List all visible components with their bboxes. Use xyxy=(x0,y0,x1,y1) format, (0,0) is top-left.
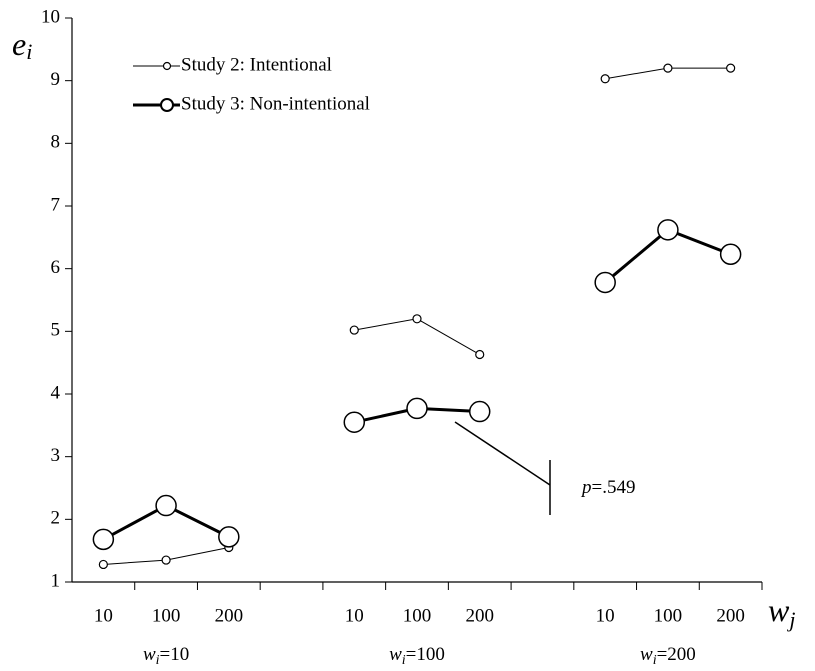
y-tick-label: 7 xyxy=(51,194,61,215)
x-tick-label: 10 xyxy=(345,605,364,626)
group-var: w xyxy=(143,644,156,665)
legend-label: Study 2: Intentional xyxy=(181,54,332,75)
point xyxy=(406,397,428,420)
point xyxy=(657,219,679,241)
y-tick-label: 10 xyxy=(41,6,60,27)
y-tick-label: 3 xyxy=(51,445,61,466)
x-label-sub: j xyxy=(786,607,795,632)
group-sub: i xyxy=(402,653,406,668)
x-tick-label: 200 xyxy=(215,605,244,626)
group-var: w xyxy=(640,644,653,665)
legend-marker xyxy=(162,61,172,71)
annotation-var: p xyxy=(580,477,592,498)
point xyxy=(412,314,422,324)
group-label: wi=100 xyxy=(389,644,445,668)
point xyxy=(161,555,171,565)
y-tick-label: 6 xyxy=(51,257,61,278)
group-var: w xyxy=(389,644,402,665)
point xyxy=(594,271,616,294)
point xyxy=(98,559,108,570)
x-tick-label: 100 xyxy=(654,605,683,626)
group-label: wi=200 xyxy=(640,644,696,668)
x-tick-label: 10 xyxy=(94,605,113,626)
x-tick-label: 200 xyxy=(465,605,494,626)
point xyxy=(600,74,610,84)
point xyxy=(468,400,491,423)
legend-label: Study 3: Non-intentional xyxy=(181,93,370,114)
x-tick-label: 10 xyxy=(596,605,615,626)
point xyxy=(475,349,485,360)
x-tick-label: 100 xyxy=(152,605,181,626)
x-tick-label: 200 xyxy=(716,605,745,626)
y-axis-label: ei xyxy=(12,26,32,64)
point xyxy=(155,494,177,517)
group-text: =10 xyxy=(160,644,190,665)
group-sub: i xyxy=(156,653,160,668)
y-tick-label: 9 xyxy=(51,69,61,90)
y-label-var: e xyxy=(12,26,26,62)
group-sub: i xyxy=(653,653,657,668)
annotation: p=.549 xyxy=(580,477,635,498)
x-axis-label: wj xyxy=(768,592,795,632)
y-tick-label: 8 xyxy=(51,132,61,153)
series-line xyxy=(102,228,732,541)
point xyxy=(719,243,742,266)
y-tick-label: 2 xyxy=(51,508,61,529)
y-tick-label: 4 xyxy=(51,382,61,403)
y-tick-label: 5 xyxy=(51,320,61,341)
x-label-var: w xyxy=(768,592,790,628)
annotation-line xyxy=(454,421,551,486)
annotation-text: =.549 xyxy=(592,477,636,498)
x-tick-label: 100 xyxy=(403,605,432,626)
point xyxy=(343,411,366,433)
group-label: wi=10 xyxy=(143,644,189,668)
group-text: =200 xyxy=(657,644,696,665)
group-text: =100 xyxy=(406,644,445,665)
point xyxy=(92,528,115,551)
point xyxy=(218,526,240,548)
legend-marker xyxy=(160,98,174,112)
point xyxy=(349,325,359,335)
y-tick-label: 1 xyxy=(51,570,61,591)
y-label-sub: i xyxy=(26,39,32,64)
point xyxy=(663,63,673,73)
point xyxy=(726,63,736,73)
